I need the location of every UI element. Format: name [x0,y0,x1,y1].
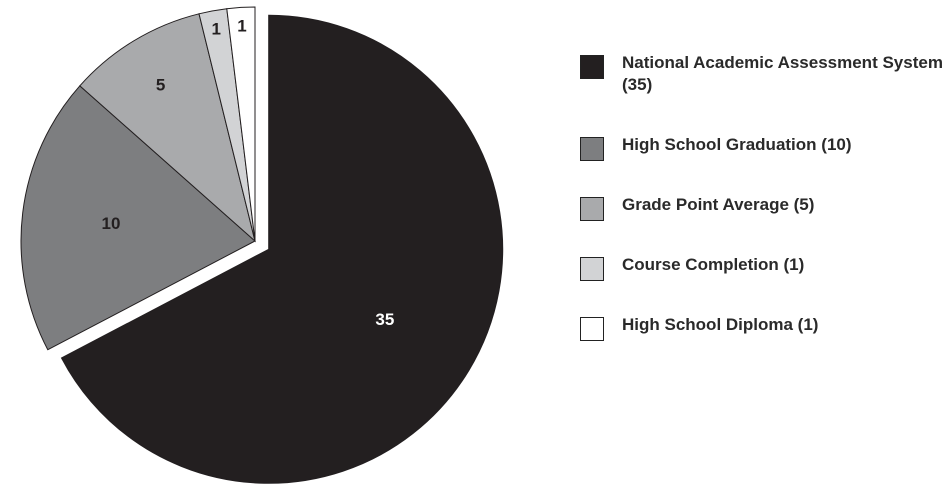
data-label-high-school-diploma: 1 [237,17,246,36]
data-label-national-academic-assessment-system: 35 [375,310,394,329]
legend-item-national-academic-assessment-system: National Academic Assessment System (35) [580,52,948,96]
pie-slice-national-academic-assessment-system [60,14,504,484]
legend-label: High School Diploma (1) [622,315,819,334]
legend: National Academic Assessment System (35)… [580,52,948,374]
legend-item-high-school-diploma: High School Diploma (1) [580,314,948,341]
data-label-grade-point-average: 5 [156,75,165,94]
pie-slice-grade-point-average [79,13,256,243]
pie-chart: 35 10 5 1 1 [20,6,504,484]
data-label-high-school-graduation: 10 [102,214,121,233]
data-label-course-completion: 1 [211,20,220,39]
legend-swatch [580,257,604,281]
legend-swatch [580,55,604,79]
legend-item-course-completion: Course Completion (1) [580,254,948,281]
legend-swatch [580,197,604,221]
legend-swatch [580,137,604,161]
legend-swatch [580,317,604,341]
legend-label: Course Completion (1) [622,255,805,274]
legend-label: National Academic Assessment System (35) [622,53,943,94]
legend-label: High School Graduation (10) [622,135,852,154]
legend-label: Grade Point Average (5) [622,195,815,214]
pie-slice-high-school-diploma [226,6,256,242]
legend-item-high-school-graduation: High School Graduation (10) [580,134,948,161]
pie-slice-high-school-graduation [20,85,256,351]
legend-item-grade-point-average: Grade Point Average (5) [580,194,948,221]
